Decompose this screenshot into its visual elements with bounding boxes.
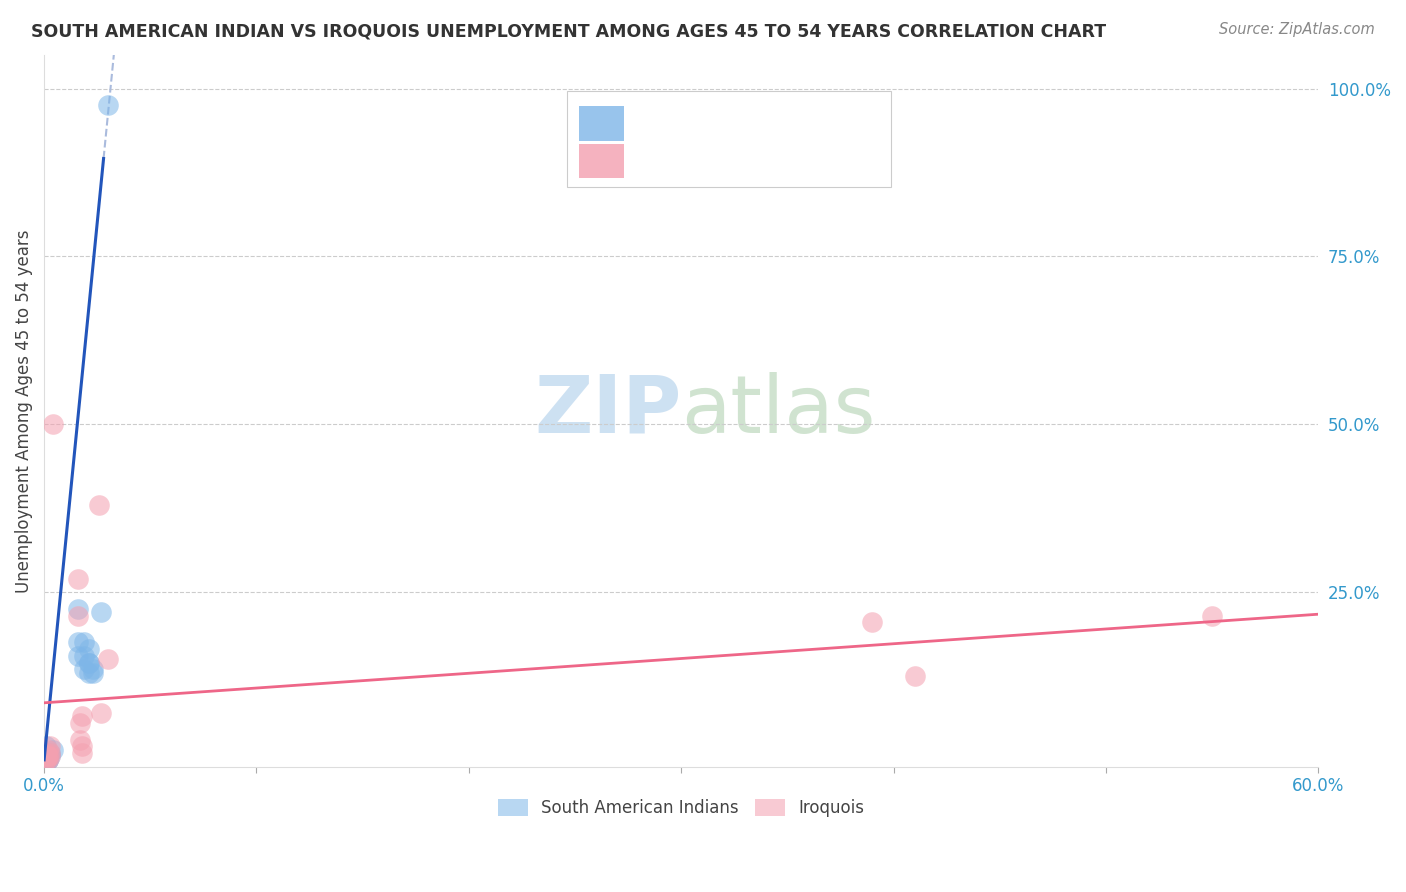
Point (35, 739, 58, 754)
Point (35, 753, 58, 767)
Point (97, 98, 120, 112)
Point (69, 715, 91, 730)
Point (67, 608, 90, 623)
FancyBboxPatch shape (567, 91, 891, 186)
Point (860, 615, 883, 630)
Point (77, 656, 100, 670)
Point (37, 749, 59, 764)
Bar (579, 145, 624, 178)
Point (1201, 608, 1223, 623)
Point (73, 648, 96, 663)
Text: ZIP: ZIP (534, 372, 681, 450)
Point (97, 652, 120, 666)
Point (39, 749, 62, 764)
Point (37, 753, 59, 767)
Point (41, 417, 63, 432)
Point (35, 753, 58, 767)
Point (73, 635, 96, 649)
Point (72, 746, 94, 760)
Point (35, 753, 58, 767)
Text: R = 0.783   N = 26: R = 0.783 N = 26 (640, 114, 817, 132)
Point (67, 648, 90, 663)
Point (39, 749, 62, 764)
Text: Source: ZipAtlas.com: Source: ZipAtlas.com (1219, 22, 1375, 37)
Point (37, 753, 59, 767)
Point (35, 753, 58, 767)
Point (35, 753, 58, 767)
Point (77, 656, 100, 670)
Point (72, 739, 94, 754)
Point (35, 749, 58, 764)
Text: R =  0.191   N = 25: R = 0.191 N = 25 (640, 153, 824, 170)
Point (67, 572, 90, 586)
Point (35, 749, 58, 764)
Point (39, 746, 62, 760)
Point (35, 753, 58, 767)
Point (41, 743, 63, 757)
Point (90, 605, 112, 619)
Point (67, 635, 90, 649)
Point (904, 669, 927, 683)
Point (89, 498, 111, 512)
Point (77, 642, 100, 657)
Point (37, 749, 59, 764)
Point (37, 753, 59, 767)
Point (39, 739, 62, 754)
Point (35, 746, 58, 760)
Point (37, 743, 59, 757)
Point (72, 709, 94, 723)
Text: SOUTH AMERICAN INDIAN VS IROQUOIS UNEMPLOYMENT AMONG AGES 45 TO 54 YEARS CORRELA: SOUTH AMERICAN INDIAN VS IROQUOIS UNEMPL… (31, 22, 1107, 40)
Point (82, 665, 104, 680)
Text: atlas: atlas (681, 372, 876, 450)
Bar (579, 106, 624, 141)
Legend: South American Indians, Iroquois: South American Indians, Iroquois (489, 791, 873, 826)
Point (39, 746, 62, 760)
Y-axis label: Unemployment Among Ages 45 to 54 years: Unemployment Among Ages 45 to 54 years (15, 229, 32, 592)
Point (37, 749, 59, 764)
Point (67, 602, 90, 616)
Point (82, 662, 104, 676)
Point (73, 662, 96, 676)
Point (90, 706, 112, 720)
Point (77, 665, 100, 680)
Point (69, 732, 91, 747)
